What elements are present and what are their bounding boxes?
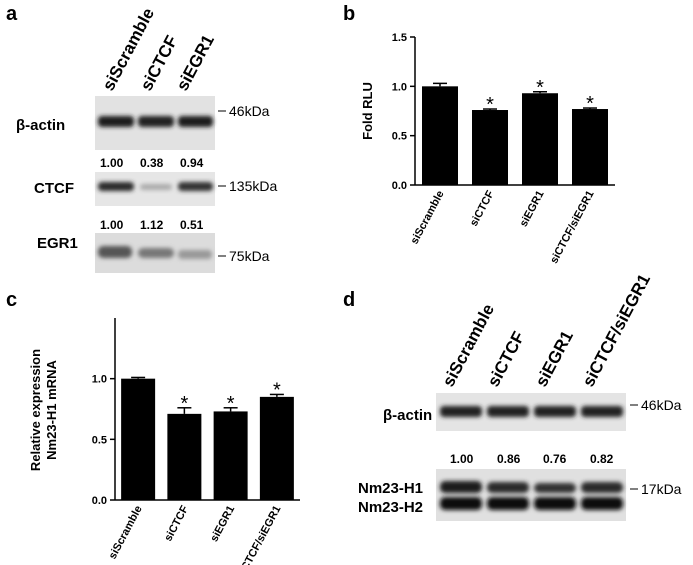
- ratio: 1.12: [140, 218, 164, 232]
- y-tick-label: 0.5: [392, 131, 407, 143]
- bar: [167, 413, 202, 500]
- significance-star: *: [486, 94, 494, 116]
- marker-label: 46kDa: [641, 397, 682, 413]
- ratio: 0.86: [497, 452, 521, 466]
- bar: [121, 378, 156, 500]
- marker-label: 75kDa: [229, 248, 270, 264]
- x-tick-label: siCTCF/siEGR1: [548, 189, 596, 266]
- bar: [522, 93, 558, 185]
- blot-a: siScramble siCTCF siEGR1 β-actin 46kDa 1…: [16, 5, 277, 273]
- row-label: CTCF: [34, 180, 74, 197]
- y-tick-label: 1.0: [392, 81, 407, 93]
- bar: [213, 411, 248, 500]
- ratio: 1.00: [450, 452, 474, 466]
- ratio: 0.94: [180, 156, 204, 170]
- y-tick-label: 1.0: [92, 374, 107, 386]
- row-label: EGR1: [37, 235, 78, 252]
- lane-label: siEGR1: [532, 328, 577, 390]
- bar: [259, 396, 294, 500]
- panel-label: a: [6, 3, 18, 25]
- x-tick-label: siCTCF: [162, 504, 191, 544]
- significance-star: *: [180, 393, 188, 415]
- x-tick-label: siCTCF: [468, 189, 497, 229]
- y-axis-label: Relative expression: [28, 349, 43, 471]
- row-label: β-actin: [383, 407, 432, 424]
- x-tick-label: siScramble: [408, 189, 446, 246]
- ratio: 0.51: [180, 218, 204, 232]
- panel-label: b: [343, 3, 355, 25]
- y-tick-label: 0.0: [92, 495, 107, 507]
- bands: [98, 116, 213, 127]
- lane-label: siCTCF: [484, 328, 529, 389]
- y-tick-label: 1.5: [392, 32, 407, 44]
- y-tick-label: 0.5: [92, 434, 107, 446]
- bar: [472, 110, 508, 185]
- significance-star: *: [273, 379, 281, 401]
- significance-star: *: [586, 93, 594, 115]
- marker-label: 135kDa: [229, 178, 277, 194]
- marker-label: 17kDa: [641, 481, 682, 497]
- bands: [98, 182, 213, 191]
- significance-star: *: [536, 77, 544, 99]
- ratio: 1.00: [100, 218, 124, 232]
- y-tick-label: 0.0: [392, 180, 407, 192]
- row-label: Nm23-H1: [358, 480, 423, 497]
- significance-star: *: [227, 393, 235, 415]
- bands: [98, 246, 212, 259]
- bar: [572, 109, 608, 185]
- panel-label: d: [343, 289, 355, 311]
- bar: [422, 86, 458, 185]
- ratio: 0.38: [140, 156, 164, 170]
- blot-d: siScramble siCTCF siEGR1 siCTCF/siEGR1 β…: [358, 271, 682, 521]
- ratio: 0.76: [543, 452, 567, 466]
- lane-label: siCTCF/siEGR1: [579, 271, 654, 390]
- y-axis-label: Nm23-H1 mRNA: [44, 360, 59, 460]
- row-label: Nm23-H2: [358, 499, 423, 516]
- row-label: β-actin: [16, 117, 65, 134]
- bands: [440, 481, 623, 510]
- x-tick-label: siEGR1: [208, 504, 237, 544]
- ratio: 1.00: [100, 156, 124, 170]
- y-axis-label: Fold RLU: [360, 82, 375, 140]
- ratio: 0.82: [590, 452, 614, 466]
- marker-label: 46kDa: [229, 103, 270, 119]
- x-tick-label: siScramble: [107, 504, 145, 561]
- bands: [440, 406, 623, 417]
- blot-membrane: [436, 469, 626, 521]
- x-tick-label: siEGR1: [518, 189, 547, 229]
- x-tick-label: siCTCF/siEGR1: [235, 504, 283, 565]
- panel-label: c: [6, 289, 17, 311]
